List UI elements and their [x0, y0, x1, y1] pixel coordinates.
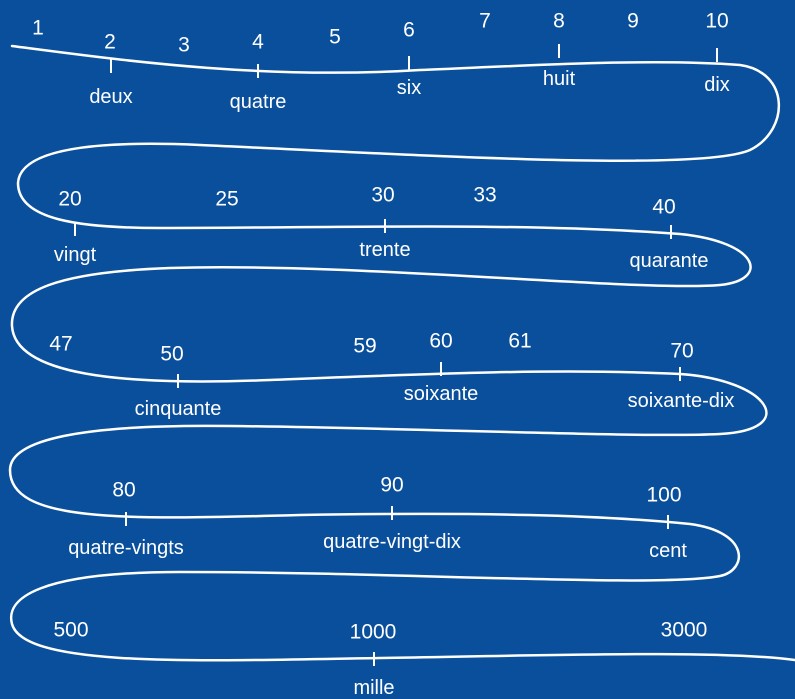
number-label: 33 — [473, 183, 497, 207]
number-label: 6 — [403, 18, 415, 42]
word-label: soixante-dix — [627, 390, 735, 412]
word-label: quatre-vingts — [68, 537, 184, 559]
number-label: 1000 — [349, 620, 397, 644]
word-label: trente — [359, 239, 411, 261]
number-label: 9 — [627, 9, 639, 33]
number-label: 10 — [705, 9, 729, 33]
number-label: 3 — [178, 33, 190, 57]
number-label: 7 — [479, 9, 491, 33]
word-label: six — [396, 77, 422, 99]
number-label: 80 — [112, 478, 136, 502]
tick-marks — [74, 44, 718, 666]
word-label: quatre-vingt-dix — [323, 531, 461, 553]
word-label: mille — [353, 677, 395, 699]
word-label: cent — [649, 540, 687, 562]
word-label: cinquante — [134, 398, 222, 420]
number-label: 40 — [652, 195, 676, 219]
word-label: dix — [704, 74, 730, 96]
word-label: vingt — [53, 244, 97, 266]
number-label: 59 — [353, 334, 377, 358]
number-line-curve — [8, 44, 795, 662]
word-label: deux — [89, 86, 133, 108]
number-label: 50 — [160, 342, 184, 366]
number-label: 60 — [429, 329, 453, 353]
number-label: 25 — [215, 187, 239, 211]
number-label: 100 — [646, 483, 682, 507]
number-label: 90 — [380, 473, 404, 497]
number-label: 20 — [58, 187, 82, 211]
number-label: 500 — [53, 618, 89, 642]
number-label: 61 — [508, 329, 532, 353]
number-label: 70 — [670, 339, 694, 363]
word-label: soixante — [403, 383, 479, 405]
number-label: 2 — [104, 30, 116, 54]
number-label: 1 — [32, 16, 44, 40]
word-label: quarante — [629, 250, 709, 272]
word-label: huit — [542, 68, 576, 90]
number-label: 30 — [371, 183, 395, 207]
number-label: 47 — [49, 332, 73, 356]
number-label: 4 — [252, 30, 264, 54]
number-label: 3000 — [660, 618, 708, 642]
number-label: 5 — [329, 25, 341, 49]
word-label: quatre — [229, 91, 287, 113]
number-label: 8 — [553, 9, 565, 33]
